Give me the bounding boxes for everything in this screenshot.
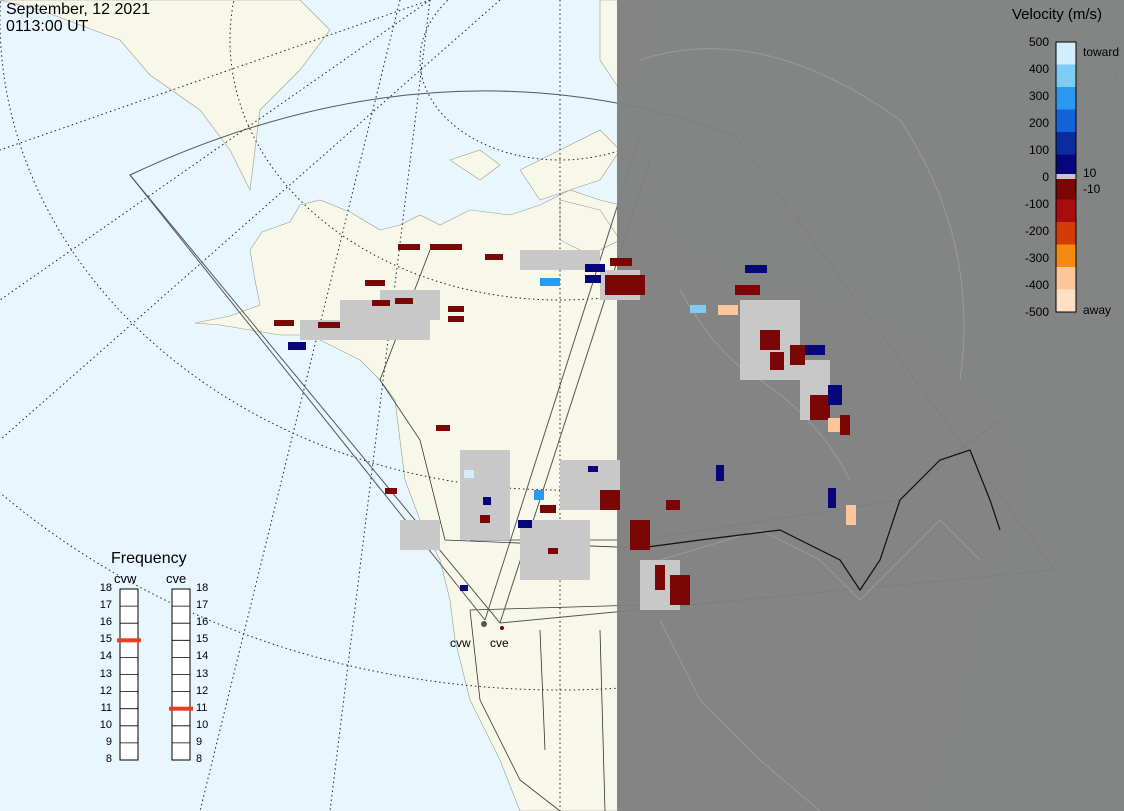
velocity-cells-away (274, 244, 850, 605)
freq-scale-label: 16 (196, 616, 209, 629)
freq-scale-label: 9 (196, 735, 203, 748)
freq-scale-label: 8 (105, 753, 112, 765)
time-label: 0113:00 UT (6, 18, 89, 35)
freq-scale-label: 13 (99, 667, 112, 680)
legend-tick-label: -300 (1024, 251, 1049, 265)
legend-away-label: away (1083, 303, 1112, 317)
freq-scale-label: 13 (196, 667, 209, 680)
freq-scale-label: 11 (196, 701, 208, 714)
freq-scale-label: 15 (99, 633, 112, 646)
date-label: September, 12 2021 (6, 1, 151, 18)
colorbar-segment (1056, 289, 1076, 313)
freq-label-cve: cve (166, 571, 187, 586)
station-label-cve: cve (490, 636, 509, 650)
freq-scale-label: 14 (99, 650, 112, 663)
legend-small-neg: -10 (1083, 182, 1101, 196)
colorbar-segment (1056, 132, 1076, 155)
colorbar-zero-band (1056, 174, 1076, 179)
station-cve-marker (500, 626, 504, 630)
legend-tick-label: -200 (1024, 224, 1049, 238)
night-terminator (617, 0, 1124, 811)
colorbar-segment (1056, 244, 1076, 268)
velocity-cells-fast (464, 278, 856, 525)
velocity-cells-toward (288, 264, 842, 591)
arctic-islands (0, 0, 621, 256)
colorbar-border (1055, 41, 1077, 313)
colorbar-segment (1056, 109, 1076, 133)
freq-scale-label: 17 (196, 599, 209, 612)
freq-scale-label: 18 (196, 582, 209, 594)
legend-title: Velocity (m/s) (1012, 6, 1103, 23)
freq-scale-label: 12 (99, 684, 112, 697)
freq-scale-label: 14 (196, 650, 209, 663)
legend-small-pos: 10 (1083, 166, 1097, 180)
station-label-cvw: cvw (450, 636, 471, 650)
freq-marker (169, 706, 193, 711)
legend-toward-label: toward (1083, 45, 1120, 59)
legend-tick-label: 300 (1028, 89, 1049, 103)
freq-scale-label: 16 (99, 616, 112, 629)
freq-scale-label: 12 (196, 684, 209, 697)
colorbar-segment (1056, 42, 1076, 65)
freq-scale-label: 17 (99, 599, 112, 612)
freq-scale-label: 10 (99, 718, 112, 731)
colorbar-segment (1056, 87, 1076, 110)
freq-scale-label: 8 (196, 753, 203, 765)
colorbar-segment (1056, 154, 1076, 178)
colorbar-segment (1056, 222, 1076, 245)
freq-marker (117, 638, 141, 643)
freq-scale-label: 15 (196, 633, 209, 646)
legend-tick-label: -400 (1024, 278, 1049, 292)
colorbar-segment (1056, 267, 1076, 290)
us-border-night (639, 449, 1001, 592)
legend-tick-label: 400 (1028, 62, 1049, 76)
legend-tick-label: -500 (1024, 305, 1049, 319)
freq-scale-label: 9 (105, 735, 112, 748)
colorbar-segment (1056, 64, 1076, 88)
freq-scale-label: 11 (100, 701, 112, 714)
legend-tick-label: 200 (1028, 116, 1049, 130)
legend-tick-label: -100 (1024, 197, 1049, 211)
frequency-title: Frequency (111, 550, 187, 567)
colorbar-segment (1056, 177, 1076, 200)
legend-tick-label: 500 (1028, 35, 1049, 49)
station-cvw-marker (481, 621, 487, 627)
velocity-colorbar (1055, 41, 1077, 313)
legend-tick-label: 100 (1028, 143, 1049, 157)
freq-label-cvw: cvw (114, 571, 137, 586)
frequency-gauges (117, 588, 193, 761)
freq-scale-label: 18 (99, 582, 112, 594)
colorbar-segment (1056, 199, 1076, 223)
freq-scale-label: 10 (196, 718, 209, 731)
legend-tick-label: 0 (1042, 170, 1049, 184)
